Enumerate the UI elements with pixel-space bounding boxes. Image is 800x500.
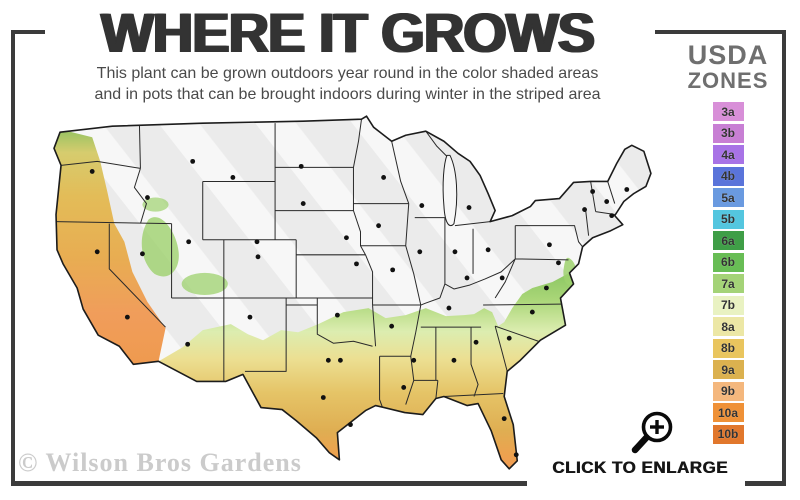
legend-title-zones: ZONES xyxy=(687,68,769,93)
zone-swatch-7b: 7b xyxy=(712,295,744,315)
click-to-enlarge-label[interactable]: CLICK TO ENLARGE xyxy=(552,458,728,477)
zone-swatch-8b: 8b xyxy=(712,338,744,358)
zone-swatch-9a: 9a xyxy=(712,360,744,380)
legend-title-usda: USDA xyxy=(687,40,769,70)
map-green-patch-nevada xyxy=(141,217,179,277)
zone-swatch-9b: 9b xyxy=(712,381,744,401)
us-outline xyxy=(53,115,652,470)
zone-swatch-5a: 5a xyxy=(712,188,744,208)
zone-swatch-6a: 6a xyxy=(712,231,744,251)
usda-zone-map[interactable] xyxy=(52,110,670,476)
state-borders xyxy=(56,119,616,411)
zone-swatch-7a: 7a xyxy=(712,274,744,294)
frame-border-left xyxy=(11,30,15,486)
frame-border-bottom-right xyxy=(745,481,786,486)
frame-border-top-right xyxy=(655,30,786,34)
map-green-patch-idaho xyxy=(142,197,169,212)
watermark: © Wilson Bros Gardens xyxy=(18,448,302,477)
usda-zones-legend: USDA ZONES 3a 3b 4a 4b 5a 5b 6a 6b 7a 7b 8a 8b 9a 9b 1… xyxy=(682,42,774,446)
subtitle-line-1: This plant can be grown outdoors year ro… xyxy=(96,65,599,82)
frame-border-right xyxy=(782,30,786,486)
subtitle: This plant can be grown outdoors year ro… xyxy=(20,64,675,106)
lake-michigan xyxy=(442,154,458,227)
zone-swatch-5b: 5b xyxy=(712,209,744,229)
zone-swatch-3b: 3b xyxy=(712,123,744,143)
page-title: WHERE IT GROWS xyxy=(100,1,595,64)
city-dots xyxy=(89,158,630,458)
frame-border-top-left xyxy=(11,30,45,34)
zone-list: 3a 3b 4a 4b 5a 5b 6a 6b 7a 7b 8a 8b 9a 9b 10a 10b xyxy=(682,102,774,444)
zone-swatch-6b: 6b xyxy=(712,252,744,272)
magnifier-plus-icon[interactable] xyxy=(628,408,678,456)
zone-swatch-10a: 10a xyxy=(712,403,744,423)
zone-swatch-4b: 4b xyxy=(712,166,744,186)
zone-swatch-10b: 10b xyxy=(712,424,744,444)
frame-border-bottom-left xyxy=(11,481,527,486)
zone-swatch-3a: 3a xyxy=(712,102,744,122)
click-to-enlarge-button[interactable]: CLICK TO ENLARGE xyxy=(540,408,740,478)
subtitle-line-2: and in pots that can be brought indoors … xyxy=(94,85,601,103)
map-green-patch-utah xyxy=(181,272,228,296)
zone-swatch-8a: 8a xyxy=(712,317,744,337)
usda-zone-map-svg xyxy=(53,115,652,470)
zone-swatch-4a: 4a xyxy=(712,145,744,165)
